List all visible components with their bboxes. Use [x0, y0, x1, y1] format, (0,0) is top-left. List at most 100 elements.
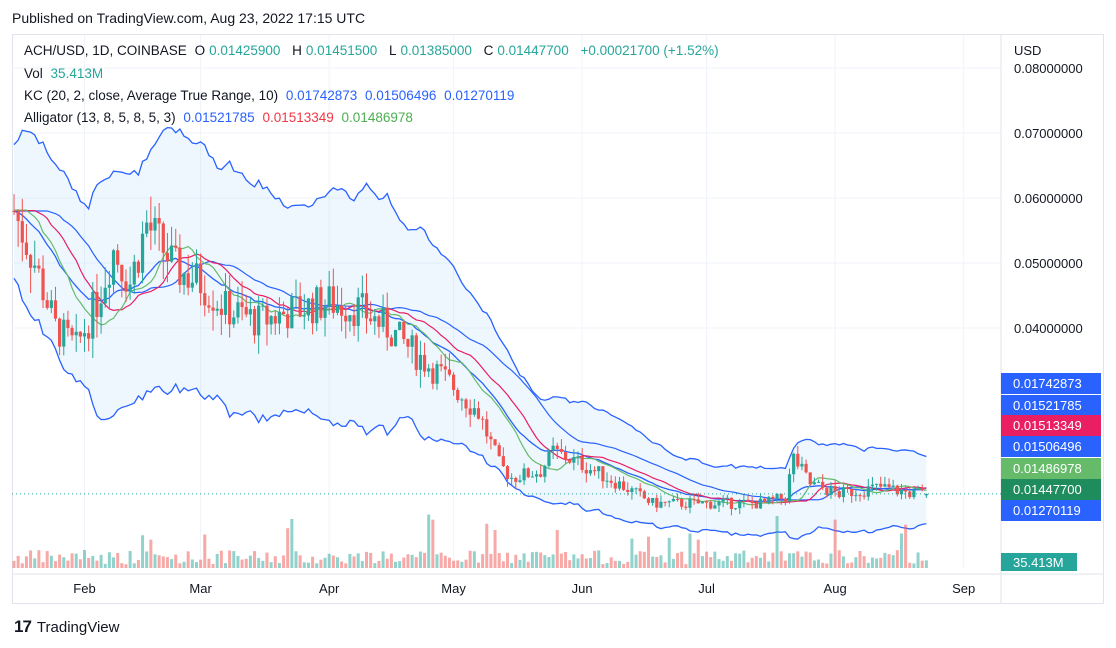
candle-body	[45, 300, 49, 308]
price-label-text: 0.01447700	[1013, 482, 1082, 497]
candle-body	[82, 333, 87, 337]
legend-low: L 0.01385000	[389, 43, 472, 58]
volume-bar	[609, 557, 613, 568]
volume-bar	[12, 560, 16, 568]
candle-body	[841, 487, 846, 498]
volume-bar	[555, 529, 559, 568]
volume-bar	[385, 558, 389, 568]
candle-body	[912, 489, 916, 498]
candle-body	[207, 305, 211, 308]
legend-volume: Vol 35.413M	[24, 66, 107, 81]
legend-vol-value: 35.413M	[50, 66, 104, 81]
legend-kc-mid: 0.01506496	[365, 88, 437, 103]
volume-bar	[846, 563, 850, 568]
volume-bar	[700, 556, 704, 568]
volume-bar	[269, 562, 273, 568]
candle-body	[37, 265, 41, 269]
volume-bar	[667, 537, 671, 568]
volume-bar	[626, 561, 630, 568]
volume-bar	[95, 560, 99, 568]
candle-body	[232, 317, 236, 325]
price-tick-label: 0.08000000	[1014, 61, 1083, 76]
volume-bar	[145, 551, 149, 568]
price-tick-label: 0.07000000	[1014, 126, 1083, 141]
volume-bars	[12, 514, 928, 568]
legend-symbol[interactable]: ACH/USD, 1D, COINBASE	[24, 43, 187, 58]
volume-bar	[302, 562, 306, 568]
price-label-bg	[1001, 479, 1101, 500]
time-tick-label: Aug	[824, 581, 847, 596]
legend-vol-label[interactable]: Vol	[24, 66, 43, 81]
volume-bar	[435, 554, 439, 568]
price-label-text: 0.01742873	[1013, 376, 1082, 391]
candle-body	[738, 501, 742, 509]
candle-body	[845, 487, 850, 489]
candle-body	[700, 501, 705, 504]
candle-body	[763, 498, 767, 503]
volume-label-text: 35.413M	[1013, 555, 1064, 570]
candle-body	[306, 298, 311, 316]
volume-bar	[58, 554, 62, 568]
candle-body	[563, 451, 568, 460]
volume-bar	[398, 561, 402, 568]
candle-body	[360, 293, 364, 298]
volume-bar	[642, 551, 646, 568]
legend-alligator-label[interactable]: Alligator (13, 8, 5, 8, 5, 3)	[24, 110, 176, 125]
volume-bar	[24, 556, 28, 568]
candle-body	[99, 303, 103, 318]
candle-body	[451, 374, 456, 390]
price-label-box: 0.01742873	[1001, 373, 1101, 394]
volume-bar	[825, 563, 829, 568]
candle-body	[472, 408, 476, 415]
legend-open: O 0.01425900	[194, 43, 281, 58]
volume-bar	[539, 552, 543, 568]
volume-bar	[107, 552, 111, 568]
volume-bar	[29, 550, 33, 568]
volume-bar	[290, 518, 294, 568]
candle-body	[111, 250, 116, 285]
volume-bar	[617, 560, 621, 568]
candle-body	[758, 498, 763, 509]
price-axis: USD 0.08000000 0.07000000 0.06000000 0.05000…	[1001, 43, 1101, 571]
candle-body	[858, 495, 862, 497]
footer-brand[interactable]: 17 TradingView	[14, 617, 119, 637]
volume-bar	[841, 556, 845, 568]
candle-body	[381, 307, 385, 327]
legend-kc-lower: 0.01270119	[444, 88, 515, 103]
candle-body	[796, 453, 800, 467]
time-tick-label: Mar	[189, 581, 212, 596]
volume-bar	[120, 563, 124, 568]
candle-body	[920, 488, 924, 491]
volume-bar	[464, 559, 468, 568]
candle-body	[883, 484, 887, 487]
candle-body	[622, 481, 626, 490]
alligator-jaw-line	[14, 210, 927, 501]
legend-kc-label[interactable]: KC (20, 2, close, Average True Range, 10…	[24, 88, 279, 103]
candle-body	[812, 482, 816, 485]
volume-bar	[924, 560, 928, 568]
volume-bar	[717, 559, 721, 568]
volume-bar	[771, 552, 775, 568]
volume-bar	[377, 560, 381, 568]
candle-body	[414, 335, 418, 370]
candle-body	[638, 488, 642, 492]
grid	[12, 35, 1001, 568]
candle-body	[20, 221, 24, 243]
candle-body	[12, 211, 16, 212]
volume-bar	[298, 555, 302, 568]
candle-body	[725, 497, 729, 499]
candle-body	[692, 499, 696, 501]
legend-teeth: 0.01513349	[262, 110, 334, 125]
volume-bar	[389, 553, 393, 568]
volume-bar	[808, 552, 812, 568]
volume-bar	[265, 552, 269, 568]
volume-bar	[754, 556, 758, 568]
volume-bar	[750, 557, 754, 568]
candle-body	[493, 439, 497, 446]
candle-body	[431, 368, 435, 384]
candle-body	[792, 453, 796, 475]
candle-body	[87, 333, 91, 339]
volume-bar	[323, 557, 327, 568]
legend-lips: 0.01486978	[341, 110, 413, 125]
